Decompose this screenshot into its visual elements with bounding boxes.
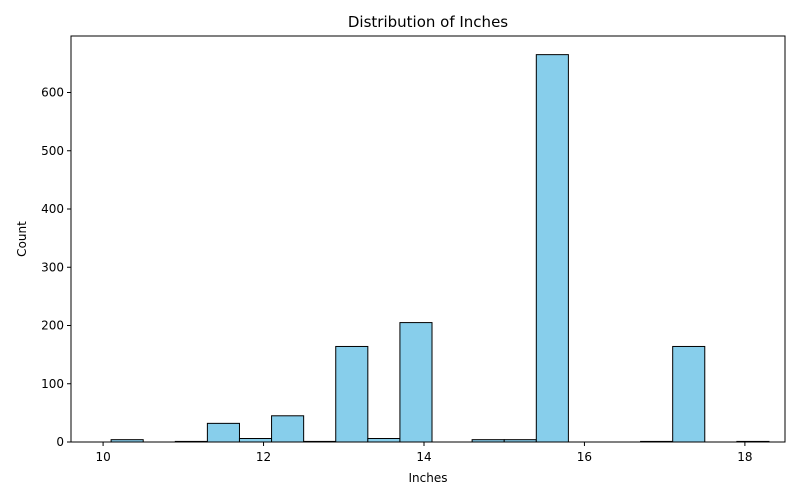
histogram-bar <box>672 345 706 443</box>
y-tick-label: 300 <box>41 260 64 274</box>
x-tick-label: 12 <box>256 450 271 464</box>
x-tick-label: 10 <box>95 450 110 464</box>
axes-frame <box>70 35 786 443</box>
y-tick-label: 0 <box>56 435 64 449</box>
x-tick-label: 14 <box>416 450 431 464</box>
histogram-bar <box>206 422 240 443</box>
y-tick-label: 500 <box>41 144 64 158</box>
histogram-bar <box>399 322 433 443</box>
x-axis-ticks: 10 12 14 16 18 <box>95 442 753 464</box>
histogram-bar <box>335 345 369 443</box>
histogram-bar <box>238 438 273 443</box>
x-tick-label: 18 <box>737 450 752 464</box>
y-axis-ticks: 0 100 200 300 400 500 600 <box>41 86 71 449</box>
histogram-bar <box>367 438 401 443</box>
x-axis-label: Inches <box>409 471 448 485</box>
y-axis-label: Count <box>15 221 29 257</box>
plot-area: 10 12 14 16 18 0 100 200 300 400 500 600 <box>41 35 786 464</box>
y-tick-label: 200 <box>41 319 64 333</box>
histogram-bar <box>535 54 569 443</box>
histogram-bar <box>271 415 305 443</box>
chart-title: Distribution of Inches <box>348 13 508 31</box>
y-tick-label: 600 <box>41 86 64 100</box>
y-tick-label: 100 <box>41 377 64 391</box>
y-tick-label: 400 <box>41 202 64 216</box>
x-tick-label: 16 <box>577 450 592 464</box>
